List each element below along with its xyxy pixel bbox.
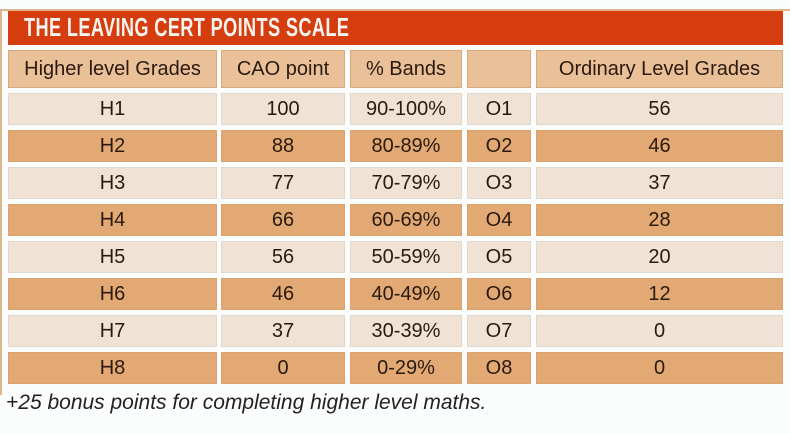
ordinary-points-cell: 12	[536, 278, 783, 310]
ordinary-points-cell: 28	[536, 204, 783, 236]
table-row-h4: H4 66 60-69% O4 28	[8, 204, 790, 236]
percent-band-cell: 90-100%	[350, 93, 462, 125]
cao-points-cell: 66	[221, 204, 345, 236]
cao-points-cell: 77	[221, 167, 345, 199]
ordinary-grade-cell: O5	[467, 241, 531, 273]
percent-band-cell: 30-39%	[350, 315, 462, 347]
ordinary-points-cell: 0	[536, 315, 783, 347]
cao-points-cell: 88	[221, 130, 345, 162]
left-edge-line	[0, 9, 2, 395]
percent-band-cell: 40-49%	[350, 278, 462, 310]
header-higher-level-grades: Higher level Grades	[8, 50, 217, 88]
higher-grade-cell: H3	[8, 167, 217, 199]
ordinary-points-cell: 37	[536, 167, 783, 199]
higher-grade-cell: H2	[8, 130, 217, 162]
ordinary-grade-cell: O1	[467, 93, 531, 125]
ordinary-grade-cell: O3	[467, 167, 531, 199]
header-ordinary-grade-code	[467, 50, 531, 88]
header-percent-bands: % Bands	[350, 50, 462, 88]
higher-grade-cell: H1	[8, 93, 217, 125]
higher-grade-cell: H4	[8, 204, 217, 236]
footnote: +25 bonus points for completing higher l…	[6, 391, 487, 414]
table-body: H1 100 90-100% O1 56 H2 88 80-89% O2 46 …	[0, 93, 790, 384]
cao-points-cell: 56	[221, 241, 345, 273]
header-cao-point: CAO point	[221, 50, 345, 88]
table-row-h1: H1 100 90-100% O1 56	[8, 93, 790, 125]
title-banner: THE LEAVING CERT POINTS SCALE	[8, 9, 783, 45]
cao-points-cell: 100	[221, 93, 345, 125]
percent-band-cell: 0-29%	[350, 352, 462, 384]
table-row-h5: H5 56 50-59% O5 20	[8, 241, 790, 273]
higher-grade-cell: H7	[8, 315, 217, 347]
header-ordinary-level-grades: Ordinary Level Grades	[536, 50, 783, 88]
table-row-h7: H7 37 30-39% O7 0	[8, 315, 790, 347]
ordinary-grade-cell: O6	[467, 278, 531, 310]
ordinary-grade-cell: O4	[467, 204, 531, 236]
percent-band-cell: 80-89%	[350, 130, 462, 162]
table-row-h6: H6 46 40-49% O6 12	[8, 278, 790, 310]
percent-band-cell: 50-59%	[350, 241, 462, 273]
ordinary-points-cell: 20	[536, 241, 783, 273]
page-title: THE LEAVING CERT POINTS SCALE	[24, 11, 350, 42]
percent-band-cell: 70-79%	[350, 167, 462, 199]
ordinary-grade-cell: O2	[467, 130, 531, 162]
ordinary-points-cell: 0	[536, 352, 783, 384]
table-row-h2: H2 88 80-89% O2 46	[8, 130, 790, 162]
cao-points-cell: 37	[221, 315, 345, 347]
ordinary-grade-cell: O7	[467, 315, 531, 347]
table-row-h8: H8 0 0-29% O8 0	[8, 352, 790, 384]
higher-grade-cell: H5	[8, 241, 217, 273]
percent-band-cell: 60-69%	[350, 204, 462, 236]
higher-grade-cell: H6	[8, 278, 217, 310]
table-header-row: Higher level Grades CAO point % Bands Or…	[8, 50, 790, 88]
cao-points-cell: 0	[221, 352, 345, 384]
cao-points-cell: 46	[221, 278, 345, 310]
table-row-h3: H3 77 70-79% O3 37	[8, 167, 790, 199]
ordinary-points-cell: 46	[536, 130, 783, 162]
top-edge-line	[0, 9, 790, 11]
ordinary-grade-cell: O8	[467, 352, 531, 384]
ordinary-points-cell: 56	[536, 93, 783, 125]
higher-grade-cell: H8	[8, 352, 217, 384]
